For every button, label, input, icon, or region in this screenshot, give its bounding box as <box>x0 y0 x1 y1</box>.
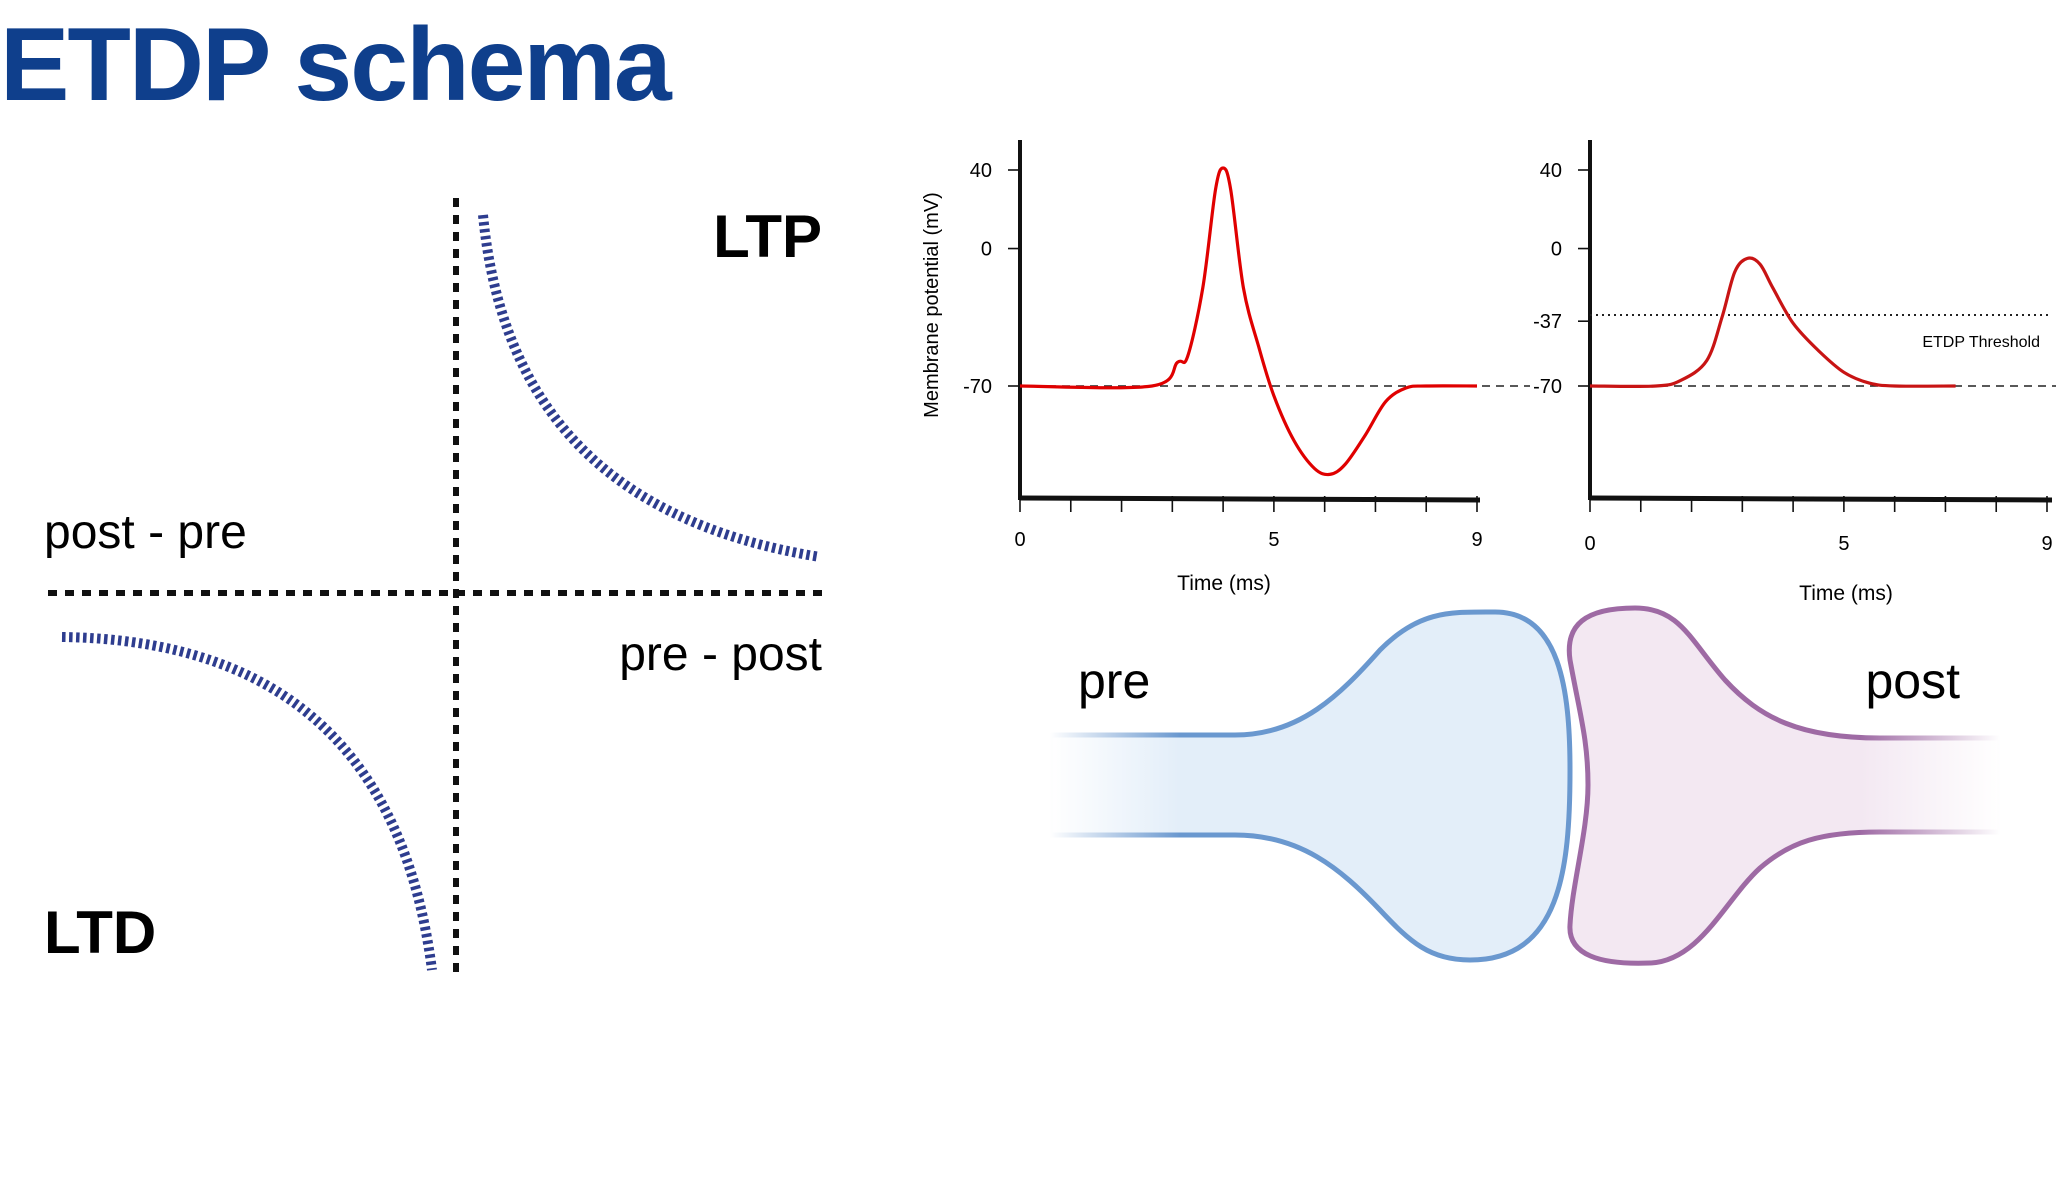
chart2-y-ticks: 40 0 -37 -70 <box>1533 160 1590 398</box>
page-title: ETDP schema <box>0 7 672 123</box>
postsynaptic-fade <box>1855 725 2005 845</box>
action-potential-chart: 40 0 -70 0 5 9 Time (ms) Membrane potential … <box>921 140 1530 595</box>
chart2-x-ticks: 0 5 9 <box>1584 496 2053 555</box>
chart2-ytick-label: -37 <box>1533 311 1562 333</box>
chart2-xtick-label: 0 <box>1584 533 1595 555</box>
chart1-series-line <box>1019 166 1478 477</box>
chart1-ytick-label: 40 <box>970 160 992 182</box>
ltd-curve <box>61 632 437 971</box>
chart2-x-axis <box>1589 495 2053 503</box>
chart1-x-axis <box>1019 495 1481 503</box>
presynaptic-fade <box>1040 722 1185 848</box>
chart2-xtick-label: 9 <box>2041 533 2052 555</box>
presynaptic-terminal <box>1047 609 1573 963</box>
stdp-diagram: LTP LTD post - pre pre - post <box>44 198 830 978</box>
chart1-ytick-label: -70 <box>963 376 992 398</box>
pre-post-label: pre - post <box>619 628 822 681</box>
chart1-xtick-label: 0 <box>1014 529 1025 551</box>
chart1-x-ticks: 0 5 9 <box>1014 496 1483 551</box>
chart2-xlabel: Time (ms) <box>1799 582 1893 605</box>
postsynaptic-terminal <box>1566 605 2003 966</box>
threshold-label: ETDP Threshold <box>1922 334 2040 351</box>
pre-label: pre <box>1078 653 1150 709</box>
ltp-curve <box>478 214 821 562</box>
chart1-ylabel: Membrane potential (mV) <box>921 192 943 418</box>
chart2-ytick-label: 40 <box>1540 160 1562 182</box>
chart1-xlabel: Time (ms) <box>1177 572 1271 595</box>
post-pre-label: post - pre <box>44 506 247 559</box>
chart2-series-line <box>1589 256 1956 389</box>
synapse-diagram: pre post <box>1040 605 2005 966</box>
chart1-xtick-label: 5 <box>1268 529 1279 551</box>
post-label: post <box>1865 653 1960 709</box>
ltd-label: LTD <box>44 899 156 966</box>
chart2-ytick-label: 0 <box>1551 239 1562 261</box>
chart2-ytick-label: -70 <box>1533 376 1562 398</box>
chart2-xtick-label: 5 <box>1838 533 1849 555</box>
ltp-label: LTP <box>713 203 822 270</box>
chart1-xtick-label: 9 <box>1471 529 1482 551</box>
subthreshold-chart: ETDP Threshold 40 0 -37 -70 0 5 9 Time (ms) <box>1533 140 2056 605</box>
chart1-ytick-label: 0 <box>981 239 992 261</box>
chart1-y-ticks: 40 0 -70 <box>963 160 1020 398</box>
